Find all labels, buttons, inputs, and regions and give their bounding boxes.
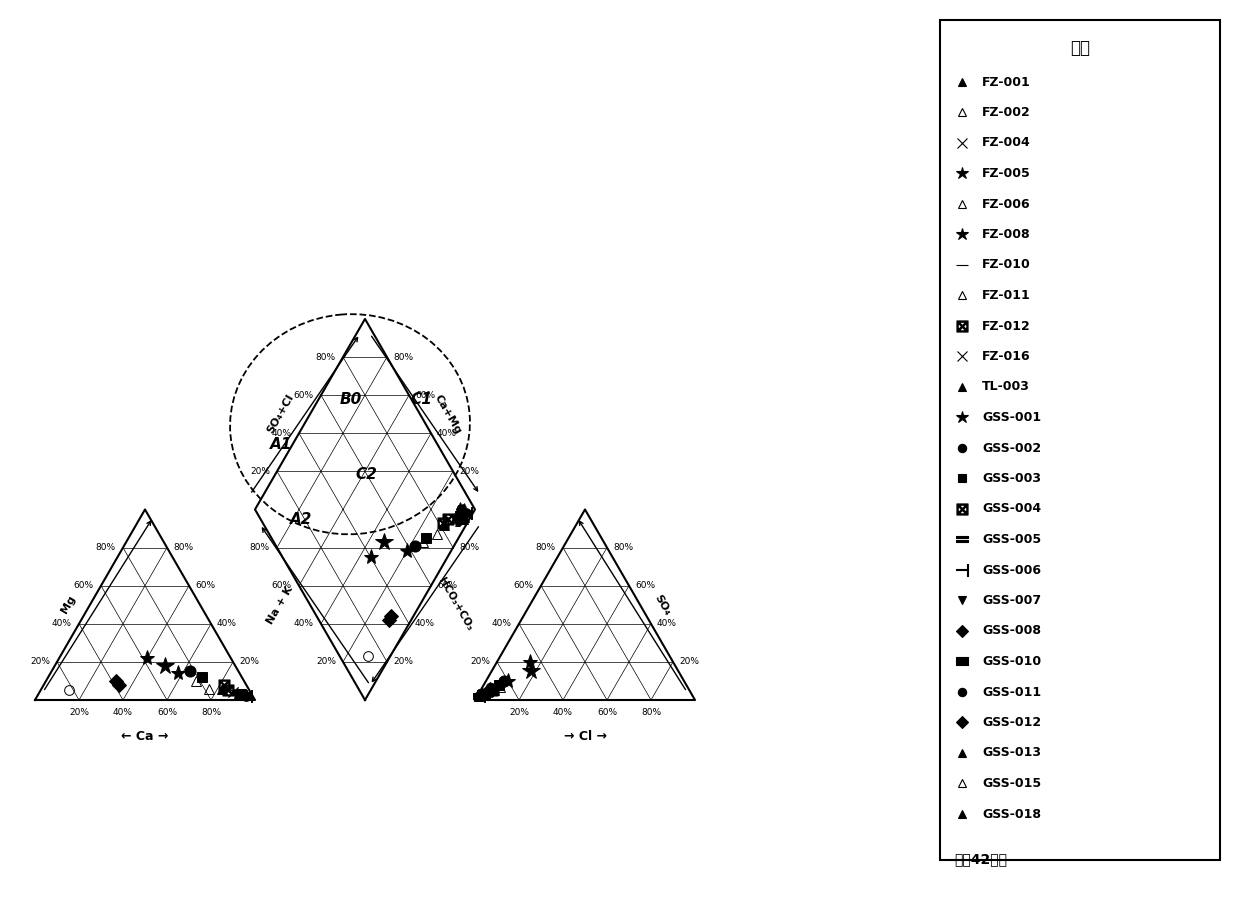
Text: FZ-010: FZ-010 <box>982 258 1030 272</box>
Text: 20%: 20% <box>30 658 50 666</box>
Text: 60%: 60% <box>635 581 655 590</box>
Text: GSS-002: GSS-002 <box>982 441 1042 455</box>
Text: GSS-010: GSS-010 <box>982 655 1042 668</box>
Text: → Cl →: → Cl → <box>563 730 606 743</box>
Text: 80%: 80% <box>95 543 117 552</box>
Text: C2: C2 <box>355 467 377 483</box>
Text: HCO₃+CO₃: HCO₃+CO₃ <box>435 577 474 633</box>
Text: TL-003: TL-003 <box>982 380 1030 394</box>
Text: 40%: 40% <box>657 619 677 628</box>
Text: FZ-004: FZ-004 <box>982 136 1030 150</box>
Text: 60%: 60% <box>596 708 618 717</box>
Text: Mg: Mg <box>60 594 77 615</box>
Text: 60%: 60% <box>74 581 94 590</box>
Text: 20%: 20% <box>680 658 699 666</box>
Text: 20%: 20% <box>470 658 490 666</box>
Text: 80%: 80% <box>641 708 661 717</box>
Text: 60%: 60% <box>436 581 458 590</box>
Text: Ca+Mg: Ca+Mg <box>433 393 464 436</box>
Text: 80%: 80% <box>174 543 193 552</box>
Text: GSS-008: GSS-008 <box>982 624 1042 638</box>
Text: 20%: 20% <box>459 466 479 476</box>
Text: C1: C1 <box>410 392 432 407</box>
Text: GSS-001: GSS-001 <box>982 411 1042 424</box>
Text: A2: A2 <box>290 512 312 527</box>
Text: 60%: 60% <box>415 391 435 400</box>
Text: 80%: 80% <box>201 708 221 717</box>
Text: 40%: 40% <box>52 619 72 628</box>
Text: SO₄: SO₄ <box>652 593 672 617</box>
Text: 40%: 40% <box>436 429 458 438</box>
Text: 60%: 60% <box>294 391 314 400</box>
Text: FZ-002: FZ-002 <box>982 106 1030 119</box>
Text: 40%: 40% <box>272 429 291 438</box>
Text: FZ-011: FZ-011 <box>982 289 1030 302</box>
Text: 还有42口井: 还有42口井 <box>954 852 1007 867</box>
Text: Na + K: Na + K <box>265 584 295 625</box>
Text: 20%: 20% <box>393 658 413 666</box>
Text: GSS-004: GSS-004 <box>982 502 1042 516</box>
Text: 80%: 80% <box>393 353 413 361</box>
Text: 20%: 20% <box>508 708 529 717</box>
Text: 80%: 80% <box>613 543 634 552</box>
Text: FZ-006: FZ-006 <box>982 197 1030 211</box>
Text: 40%: 40% <box>415 619 435 628</box>
Text: B0: B0 <box>340 392 362 407</box>
Text: 40%: 40% <box>553 708 573 717</box>
Text: FZ-012: FZ-012 <box>982 319 1030 333</box>
Text: 图例: 图例 <box>1070 39 1090 57</box>
Text: 40%: 40% <box>217 619 237 628</box>
Text: GSS-006: GSS-006 <box>982 563 1042 577</box>
Text: 80%: 80% <box>250 543 270 552</box>
Text: 40%: 40% <box>492 619 512 628</box>
Text: ← Ca →: ← Ca → <box>122 730 169 743</box>
Text: FZ-016: FZ-016 <box>982 350 1030 363</box>
Text: GSS-013: GSS-013 <box>982 746 1042 760</box>
FancyBboxPatch shape <box>940 20 1220 860</box>
Text: GSS-007: GSS-007 <box>982 594 1042 607</box>
Text: A1: A1 <box>270 438 293 452</box>
Text: GSS-005: GSS-005 <box>982 533 1042 546</box>
Text: GSS-012: GSS-012 <box>982 716 1042 729</box>
Text: 60%: 60% <box>195 581 215 590</box>
Text: FZ-001: FZ-001 <box>982 75 1030 89</box>
Text: 60%: 60% <box>272 581 291 590</box>
Text: 20%: 20% <box>69 708 89 717</box>
Text: 80%: 80% <box>316 353 336 361</box>
Text: GSS-003: GSS-003 <box>982 472 1042 485</box>
Text: 20%: 20% <box>316 658 336 666</box>
Text: 60%: 60% <box>513 581 534 590</box>
Text: 20%: 20% <box>250 466 270 476</box>
Text: 80%: 80% <box>459 543 479 552</box>
Text: FZ-005: FZ-005 <box>982 167 1030 180</box>
Text: 40%: 40% <box>113 708 133 717</box>
Text: GSS-018: GSS-018 <box>982 807 1042 821</box>
Text: SO₄+Cl: SO₄+Cl <box>265 393 295 436</box>
Text: FZ-008: FZ-008 <box>982 228 1030 241</box>
Text: 20%: 20% <box>239 658 259 666</box>
Text: 40%: 40% <box>294 619 314 628</box>
Text: 80%: 80% <box>536 543 556 552</box>
Text: GSS-011: GSS-011 <box>982 685 1042 699</box>
Text: GSS-015: GSS-015 <box>982 777 1042 790</box>
Text: 60%: 60% <box>157 708 177 717</box>
